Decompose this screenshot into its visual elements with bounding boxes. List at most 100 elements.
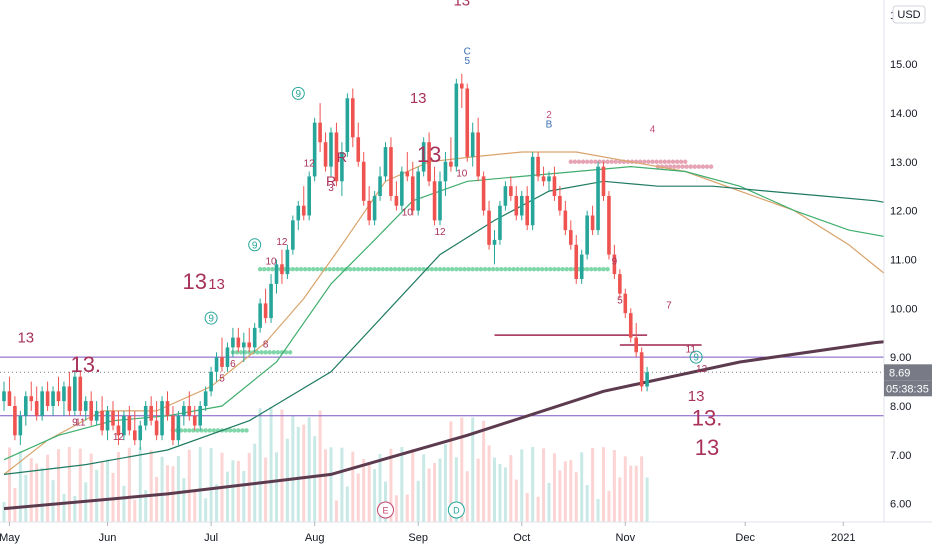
candle[interactable] [645, 366, 649, 392]
candle[interactable] [214, 352, 219, 382]
price-axis[interactable]: 6.00 7.00 8.00 9.00 10.00 11.00 12.00 13.00 14.0… [883, 0, 932, 522]
candle[interactable] [410, 161, 415, 216]
event-marker[interactable]: D [447, 501, 465, 519]
candle[interactable] [143, 401, 148, 431]
candle[interactable] [367, 186, 371, 226]
candle[interactable] [481, 171, 486, 216]
candle[interactable] [83, 396, 88, 421]
candle[interactable] [443, 151, 448, 196]
candle[interactable] [541, 166, 546, 187]
candle[interactable] [62, 381, 66, 416]
candle[interactable] [323, 132, 328, 172]
candle[interactable] [67, 371, 72, 416]
candle[interactable] [558, 186, 562, 216]
candles[interactable] [2, 73, 649, 450]
candle[interactable] [171, 406, 175, 446]
candle[interactable] [607, 191, 611, 260]
candle[interactable] [34, 386, 39, 421]
candle[interactable] [203, 386, 208, 411]
candle[interactable] [454, 78, 459, 172]
candle[interactable] [345, 93, 350, 157]
candle[interactable] [438, 171, 442, 226]
candle[interactable] [220, 337, 224, 372]
candle[interactable] [639, 347, 644, 392]
candle[interactable] [247, 327, 252, 353]
candle[interactable] [154, 401, 159, 441]
candle[interactable] [383, 142, 388, 182]
candle[interactable] [378, 166, 382, 201]
candle[interactable] [405, 151, 410, 182]
candle[interactable] [242, 332, 246, 363]
candle[interactable] [138, 420, 143, 450]
candle[interactable] [187, 391, 192, 421]
candle[interactable] [263, 288, 268, 323]
candle[interactable] [361, 151, 366, 206]
candle[interactable] [421, 137, 426, 177]
candle[interactable] [45, 381, 50, 411]
candle[interactable] [449, 137, 453, 172]
candle[interactable] [56, 376, 61, 406]
candle[interactable] [400, 166, 404, 211]
candle[interactable] [160, 396, 164, 441]
candle[interactable] [460, 73, 464, 109]
candle[interactable] [307, 171, 311, 221]
candle[interactable] [498, 200, 502, 245]
candle[interactable] [198, 401, 202, 431]
candle[interactable] [530, 151, 535, 231]
candle[interactable] [149, 396, 153, 426]
candle[interactable] [470, 122, 475, 167]
candle[interactable] [389, 137, 393, 201]
candle[interactable] [94, 401, 99, 426]
candle[interactable] [340, 142, 344, 196]
candle[interactable] [601, 161, 606, 201]
candle[interactable] [7, 376, 12, 406]
candle[interactable] [503, 181, 508, 211]
candle[interactable] [547, 171, 551, 192]
candle[interactable] [274, 259, 279, 294]
candle[interactable] [236, 327, 241, 353]
candle[interactable] [105, 406, 110, 441]
candle[interactable] [231, 327, 235, 358]
candle[interactable] [509, 176, 513, 201]
candle[interactable] [329, 127, 333, 177]
candle[interactable] [525, 186, 529, 231]
candle[interactable] [258, 298, 262, 333]
candle[interactable] [296, 200, 301, 231]
candle[interactable] [427, 132, 431, 187]
candle[interactable] [116, 410, 121, 446]
candle[interactable] [122, 410, 126, 441]
candle[interactable] [51, 386, 55, 416]
candle[interactable] [394, 181, 399, 211]
candle[interactable] [318, 103, 322, 152]
candle[interactable] [111, 401, 115, 431]
candle[interactable] [192, 406, 197, 431]
candle[interactable] [40, 386, 44, 421]
candle[interactable] [634, 322, 638, 358]
candle[interactable] [476, 117, 480, 182]
candle[interactable] [351, 88, 355, 148]
candle[interactable] [465, 83, 470, 162]
candle[interactable] [252, 322, 257, 353]
time-axis[interactable]: May Jun Jul Aug Sep Oct Nov Dec 2021 [0, 521, 932, 550]
candle[interactable] [13, 396, 17, 441]
candle[interactable] [73, 371, 77, 416]
candle[interactable] [569, 220, 573, 250]
candle[interactable] [133, 410, 137, 446]
candle[interactable] [225, 342, 230, 372]
candle[interactable] [372, 191, 377, 226]
candle[interactable] [590, 205, 595, 236]
candle[interactable] [2, 381, 6, 411]
candle[interactable] [487, 200, 491, 250]
candle[interactable] [519, 191, 524, 221]
candle[interactable] [176, 410, 181, 446]
candle[interactable] [301, 186, 306, 221]
candle[interactable] [100, 396, 104, 436]
candle[interactable] [24, 391, 28, 426]
candle[interactable] [78, 371, 83, 416]
candle[interactable] [432, 166, 437, 226]
candle[interactable] [285, 244, 290, 279]
candle[interactable] [492, 230, 497, 265]
candle[interactable] [628, 308, 633, 343]
